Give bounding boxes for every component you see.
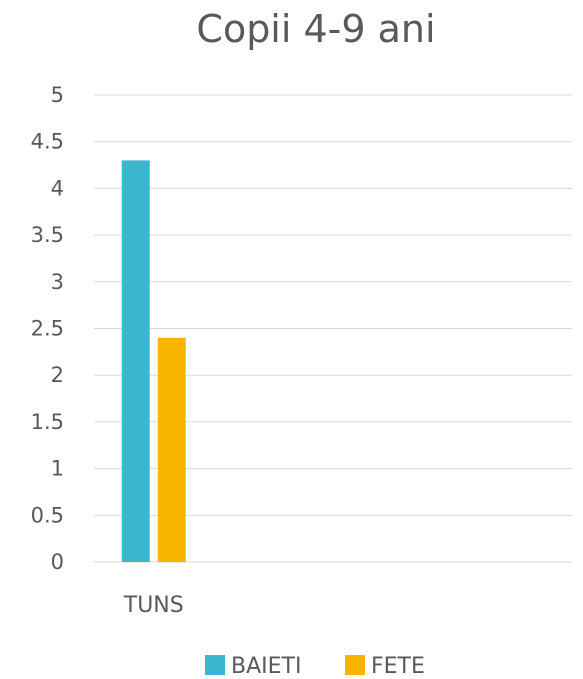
bar-baieti-tuns [121, 160, 150, 562]
y-tick-label: 2 [51, 363, 64, 387]
legend-label-fete: FETE [371, 654, 425, 679]
bar-fete-tuns [157, 337, 186, 562]
y-tick-label: 3 [51, 270, 64, 294]
y-tick-label: 1.5 [31, 410, 64, 434]
y-tick-label: 4 [51, 176, 64, 200]
y-axis-ticks: 0 0.5 1 1.5 2 2.5 3 3.5 4 4.5 5 [31, 83, 64, 574]
chart-title: Copii 4-9 ani [196, 7, 435, 51]
legend-label-baieti: BAIETI [231, 654, 301, 679]
x-category-label: TUNS [123, 593, 184, 618]
y-tick-label: 1 [51, 457, 64, 481]
bars [121, 160, 186, 562]
y-tick-label: 0.5 [31, 503, 64, 527]
legend-swatch-baieti [205, 655, 225, 675]
legend-swatch-fete [345, 655, 365, 675]
y-tick-label: 2.5 [31, 317, 64, 341]
y-tick-label: 0 [51, 550, 64, 574]
y-tick-label: 4.5 [31, 130, 64, 154]
y-tick-label: 3.5 [31, 223, 64, 247]
x-axis-categories: TUNS [123, 593, 184, 618]
legend: BAIETI FETE [205, 654, 425, 679]
y-tick-label: 5 [51, 83, 64, 107]
